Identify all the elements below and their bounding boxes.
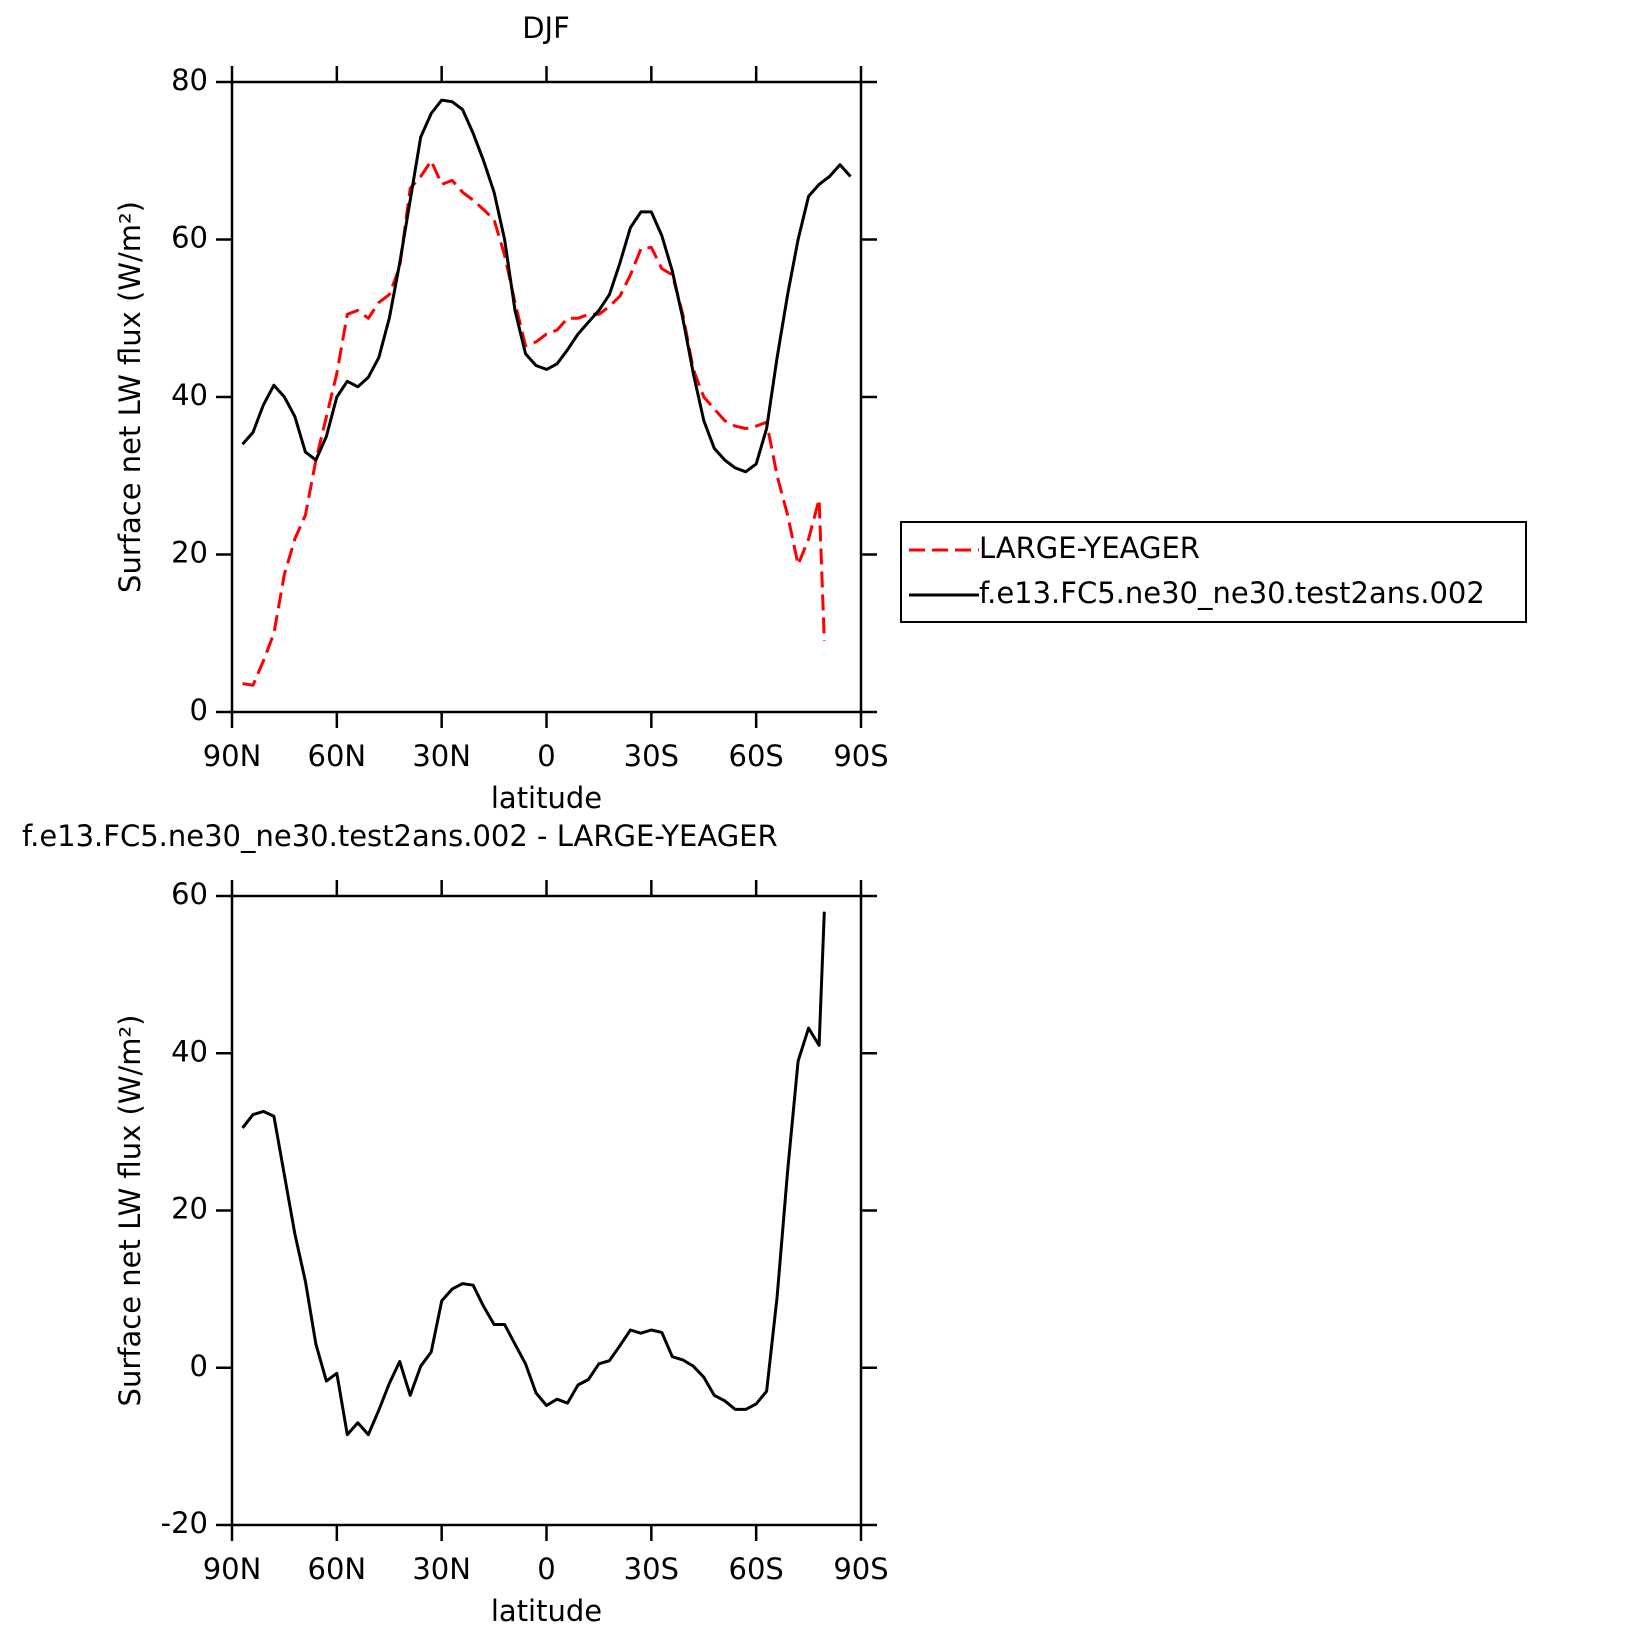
- x-tick-label: 90S: [833, 739, 888, 773]
- y-tick-label: 0: [190, 1349, 208, 1383]
- y-axis-label: Surface net LW flux (W/m²): [113, 201, 147, 593]
- x-axis-label: latitude: [491, 1594, 602, 1628]
- y-tick-label: 20: [171, 536, 208, 570]
- legend-label: LARGE-YEAGER: [979, 531, 1200, 565]
- y-tick-label: 60: [171, 221, 208, 255]
- x-tick-label: 60N: [308, 1552, 367, 1586]
- y-tick-label: 80: [171, 63, 208, 97]
- x-tick-label: 30S: [624, 739, 679, 773]
- x-tick-label: 60N: [308, 739, 367, 773]
- x-axis-label: latitude: [491, 781, 602, 815]
- y-tick-label: -20: [161, 1506, 208, 1540]
- x-tick-label: 0: [537, 1552, 555, 1586]
- plot-frame: [230, 80, 863, 714]
- x-tick-label: 30S: [624, 1552, 679, 1586]
- y-axis-label: Surface net LW flux (W/m²): [113, 1015, 147, 1407]
- y-tick-label: 20: [171, 1192, 208, 1226]
- chart-title: DJF: [522, 11, 570, 45]
- data-line: [241, 98, 852, 474]
- data-line: [241, 911, 826, 1437]
- x-tick-label: 0: [537, 739, 555, 773]
- chart-title: f.e13.FC5.ne30_ne30.test2ans.002 - LARGE…: [22, 819, 778, 853]
- x-tick-label: 90N: [203, 1552, 262, 1586]
- x-tick-label: 60S: [729, 739, 784, 773]
- x-tick-label: 30N: [412, 1552, 471, 1586]
- y-tick-label: 0: [190, 693, 208, 727]
- data-line: [242, 159, 826, 687]
- legend-box: [900, 521, 1527, 623]
- x-tick-label: 60S: [729, 1552, 784, 1586]
- y-tick-label: 60: [171, 877, 208, 911]
- x-tick-label: 90S: [833, 1552, 888, 1586]
- x-tick-label: 90N: [203, 739, 262, 773]
- x-tick-label: 30N: [412, 739, 471, 773]
- legend-label: f.e13.FC5.ne30_ne30.test2ans.002: [979, 576, 1485, 610]
- y-tick-label: 40: [171, 1034, 208, 1068]
- y-tick-label: 40: [171, 378, 208, 412]
- plot-frame: [230, 894, 863, 1527]
